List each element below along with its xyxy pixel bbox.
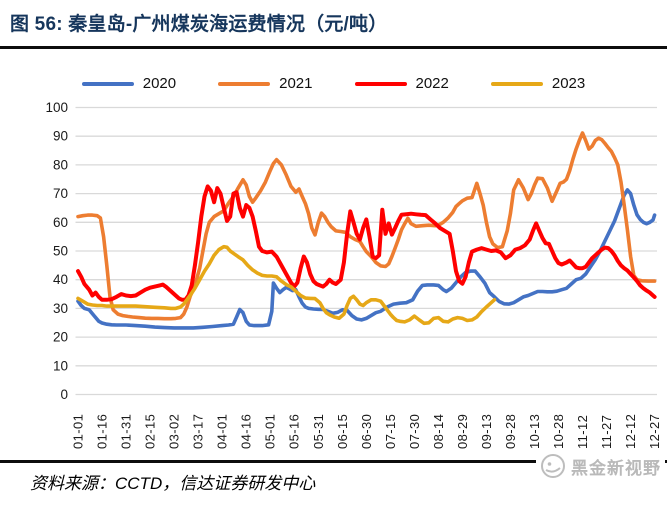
- series-line-2020: [76, 188, 657, 330]
- series-line-2022: [76, 184, 657, 302]
- x-axis-tick-label: 01-01: [71, 414, 86, 449]
- x-axis-tick-label: 06-15: [335, 414, 350, 449]
- y-axis-tick-label: 90: [53, 129, 68, 144]
- y-axis-tick-label: 30: [53, 301, 68, 316]
- legend-label: 2022: [415, 75, 449, 92]
- y-axis-tick-label: 50: [53, 244, 68, 259]
- x-axis-tick-label: 04-16: [239, 414, 254, 449]
- x-axis-tick-label: 01-31: [119, 414, 134, 449]
- source-note: 资料来源：CCTD，信达证券研发中心: [30, 474, 316, 493]
- x-axis-tick-label: 03-02: [167, 414, 182, 449]
- x-axis-tick-label: 05-01: [263, 414, 278, 449]
- x-axis-tick-label: 08-29: [455, 414, 470, 449]
- x-axis-tick-label: 06-30: [359, 414, 374, 449]
- y-axis-tick-label: 0: [60, 387, 68, 402]
- legend-swatch-2021: [218, 81, 271, 86]
- x-axis-tick-label: 08-14: [431, 414, 446, 449]
- legend-item-2020: 2020: [81, 75, 177, 92]
- x-axis-tick-label: 02-15: [143, 414, 158, 449]
- x-axis-tick-label: 03-17: [191, 414, 206, 449]
- legend-label: 2023: [551, 75, 586, 92]
- legend-swatch-2020: [81, 81, 134, 86]
- x-axis-tick-label: 11-27: [599, 415, 614, 449]
- x-axis-tick-label: 04-01: [215, 414, 230, 449]
- series-line-2023: [76, 244, 497, 326]
- chart-legend: 2020 2021 2022 2023: [0, 75, 667, 92]
- x-axis-tick-label: 10-28: [551, 414, 566, 449]
- watermark-text: 黑金新视野: [571, 458, 661, 478]
- x-axis-tick-label: 11-12: [575, 415, 590, 449]
- y-axis-tick-label: 40: [53, 272, 68, 287]
- x-axis-tick-label: 09-28: [503, 414, 518, 449]
- footer-divider: [0, 460, 667, 463]
- figure-title: 图 56: 秦皇岛-广州煤炭海运费情况（元/吨）: [10, 14, 388, 35]
- legend-swatch-2022: [354, 81, 407, 86]
- y-axis-tick-label: 80: [53, 157, 68, 172]
- legend-item-2023: 2023: [490, 75, 586, 92]
- legend-item-2021: 2021: [218, 75, 313, 92]
- y-axis-tick-label: 70: [53, 186, 68, 201]
- watermark: 黑金新视野: [536, 451, 665, 481]
- x-axis-tick-label: 12-27: [647, 414, 662, 449]
- legend-swatch-2023: [490, 81, 543, 86]
- x-axis-tick-label: 01-16: [95, 414, 110, 449]
- y-axis-tick-label: 10: [53, 358, 68, 373]
- legend-label: 2021: [279, 75, 313, 92]
- y-axis-tick-label: 60: [53, 215, 68, 230]
- x-axis-tick-label: 07-15: [383, 414, 398, 449]
- x-axis-tick-label: 07-30: [407, 414, 422, 449]
- y-axis-tick-label: 100: [45, 100, 68, 115]
- legend-label: 2020: [142, 75, 177, 92]
- y-axis-tick-label: 20: [53, 330, 68, 345]
- legend-item-2022: 2022: [354, 75, 449, 92]
- x-axis-tick-label: 05-31: [311, 414, 326, 449]
- title-divider: [0, 46, 667, 49]
- watermark-logo-icon: [541, 454, 565, 478]
- x-axis-tick-label: 09-13: [479, 414, 494, 449]
- x-axis-tick-label: 12-12: [623, 414, 638, 449]
- series-line-2021: [76, 131, 657, 321]
- x-axis-tick-label: 05-16: [287, 414, 302, 449]
- x-axis-tick-label: 10-13: [527, 414, 542, 449]
